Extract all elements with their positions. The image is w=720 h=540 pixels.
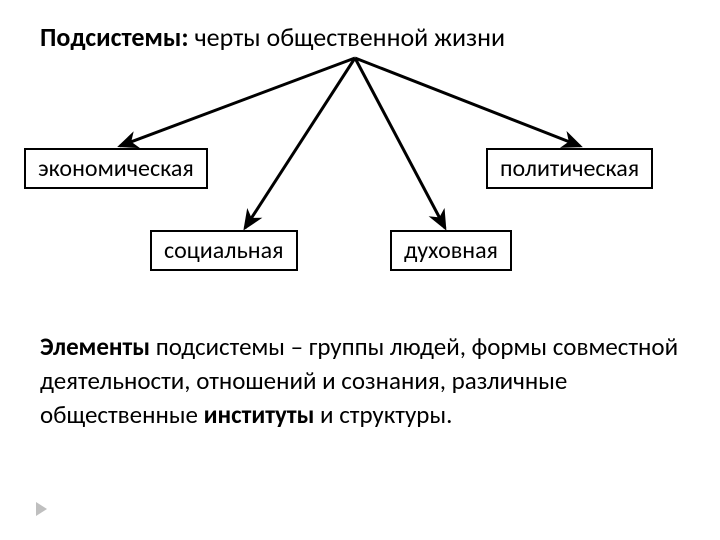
edge-to-economic bbox=[120, 58, 355, 146]
next-slide-icon[interactable] bbox=[36, 502, 47, 516]
page-title: Подсистемы: черты общественной жизни bbox=[40, 22, 505, 53]
node-label: экономическая bbox=[38, 154, 194, 183]
footer-bold-2: институты bbox=[204, 399, 315, 430]
node-label: духовная bbox=[404, 236, 498, 265]
edge-to-social bbox=[245, 58, 355, 228]
footer-bold-1: Элементы bbox=[40, 331, 150, 362]
node-spiritual: духовная bbox=[390, 230, 512, 271]
diagram-arrows bbox=[0, 0, 720, 540]
title-bold: Подсистемы: bbox=[40, 21, 189, 53]
node-label: социальная bbox=[164, 236, 284, 265]
node-economic: экономическая bbox=[24, 148, 208, 189]
footer-paragraph: Элементы подсистемы – группы людей, форм… bbox=[40, 330, 680, 431]
edge-to-spiritual bbox=[355, 58, 445, 228]
title-rest: черты общественной жизни bbox=[189, 21, 505, 53]
node-label: политическая bbox=[500, 154, 639, 183]
edge-to-political bbox=[355, 58, 580, 146]
node-political: политическая bbox=[486, 148, 653, 189]
node-social: социальная bbox=[150, 230, 298, 271]
footer-tail: и структуры. bbox=[314, 399, 452, 430]
